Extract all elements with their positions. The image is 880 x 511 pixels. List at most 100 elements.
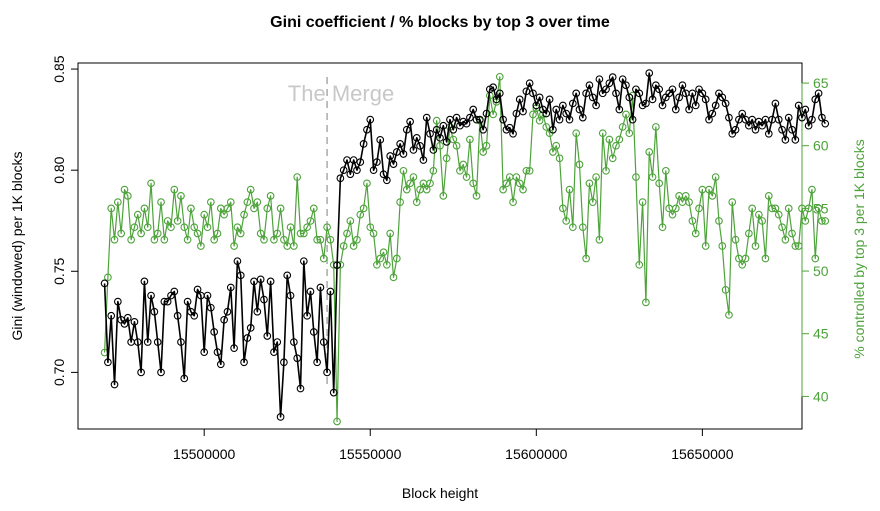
- gini-point: [396, 140, 405, 148]
- gini-point: [319, 338, 328, 346]
- gini-point: [764, 129, 773, 138]
- top3-point: [266, 192, 275, 200]
- y-left-tick-label: 0.85: [51, 55, 67, 82]
- gini-point: [718, 93, 727, 102]
- gini-point: [452, 113, 461, 122]
- gini-line: [103, 72, 826, 418]
- gini-point: [492, 95, 501, 104]
- top3-point: [512, 173, 521, 181]
- gini-point: [608, 73, 617, 81]
- gini-point: [306, 287, 315, 296]
- gini-point: [206, 303, 215, 312]
- gini-point: [356, 158, 365, 166]
- gini-point: [389, 160, 398, 168]
- gini-point: [642, 99, 650, 108]
- y-left-tick-label: 0.80: [51, 156, 67, 183]
- gini-point: [379, 170, 388, 179]
- gini-point: [323, 368, 331, 377]
- top3-point: [187, 204, 195, 213]
- gini-point: [110, 380, 119, 389]
- gini-point: [515, 95, 524, 104]
- gini-point: [585, 81, 594, 90]
- gini-point: [678, 81, 687, 90]
- top3-point: [213, 229, 222, 238]
- gini-point: [489, 83, 497, 92]
- gini-point: [588, 93, 597, 102]
- top3-line: [103, 76, 826, 423]
- top3-point: [598, 129, 607, 138]
- top3-point: [223, 204, 232, 213]
- top3-point: [402, 185, 411, 194]
- gini-point: [751, 125, 760, 134]
- top3-point: [509, 198, 517, 206]
- gini-point: [253, 307, 262, 316]
- gini-point: [545, 95, 554, 104]
- top3-point: [436, 141, 444, 150]
- top3-point: [469, 179, 478, 188]
- top3-point: [784, 204, 793, 213]
- gini-point: [236, 271, 245, 280]
- gini-point: [648, 95, 657, 104]
- gini-point: [708, 109, 717, 118]
- top3-point: [811, 254, 820, 263]
- gini-point: [100, 279, 109, 288]
- gini-point: [303, 311, 312, 320]
- top3-point: [572, 129, 581, 138]
- gini-point: [818, 113, 826, 122]
- gini-point: [409, 146, 418, 154]
- top3-point: [442, 154, 451, 163]
- top3-point: [353, 235, 361, 244]
- top3-point: [432, 116, 441, 125]
- top3-point: [276, 204, 285, 213]
- gini-point: [193, 285, 202, 294]
- gini-point: [559, 101, 567, 110]
- top3-point: [661, 166, 670, 175]
- plot-frame: [77, 62, 803, 430]
- gini-point: [133, 338, 142, 346]
- gini-point: [798, 113, 806, 122]
- y-left-axis: 0.70 0.75 0.80 0.85: [51, 55, 78, 386]
- top3-point: [389, 273, 398, 282]
- top3-point: [183, 235, 192, 244]
- top3-point: [163, 217, 172, 225]
- top3-point: [655, 179, 664, 188]
- gini-point: [592, 101, 600, 110]
- gini-point: [363, 125, 371, 134]
- top3-point: [290, 242, 298, 250]
- top3-point: [260, 235, 268, 244]
- top3-point: [615, 135, 624, 144]
- top3-point: [107, 204, 116, 213]
- y-right-axis: 40 45 50 55 60 65: [801, 75, 829, 404]
- gini-point: [339, 166, 348, 175]
- gini-point: [353, 166, 361, 175]
- gini-point: [794, 101, 803, 110]
- gini-point: [814, 89, 823, 98]
- gini-point: [562, 109, 571, 118]
- gini-point: [658, 101, 667, 110]
- top3-point: [794, 242, 803, 250]
- gini-point: [392, 148, 401, 156]
- top3-point: [562, 217, 571, 225]
- top3-point: [652, 123, 660, 131]
- gini-point: [748, 115, 757, 124]
- gini-point: [595, 75, 604, 84]
- gini-point: [107, 311, 116, 320]
- gini-point: [223, 307, 232, 316]
- top3-point: [157, 198, 165, 206]
- gini-point: [180, 374, 189, 383]
- gini-point: [383, 176, 391, 185]
- top3-point: [326, 235, 335, 244]
- gini-point: [804, 121, 813, 130]
- top3-point: [711, 173, 720, 181]
- top3-point: [529, 110, 537, 119]
- top3-point: [495, 72, 504, 81]
- top3-point: [273, 229, 282, 238]
- top3-point: [535, 116, 544, 125]
- top3-point: [193, 229, 202, 238]
- gini-point: [416, 142, 424, 150]
- gini-point: [402, 125, 411, 134]
- top3-point: [346, 217, 355, 225]
- top3-point: [588, 198, 597, 206]
- top3-point: [758, 217, 767, 225]
- top3-point: [170, 185, 179, 194]
